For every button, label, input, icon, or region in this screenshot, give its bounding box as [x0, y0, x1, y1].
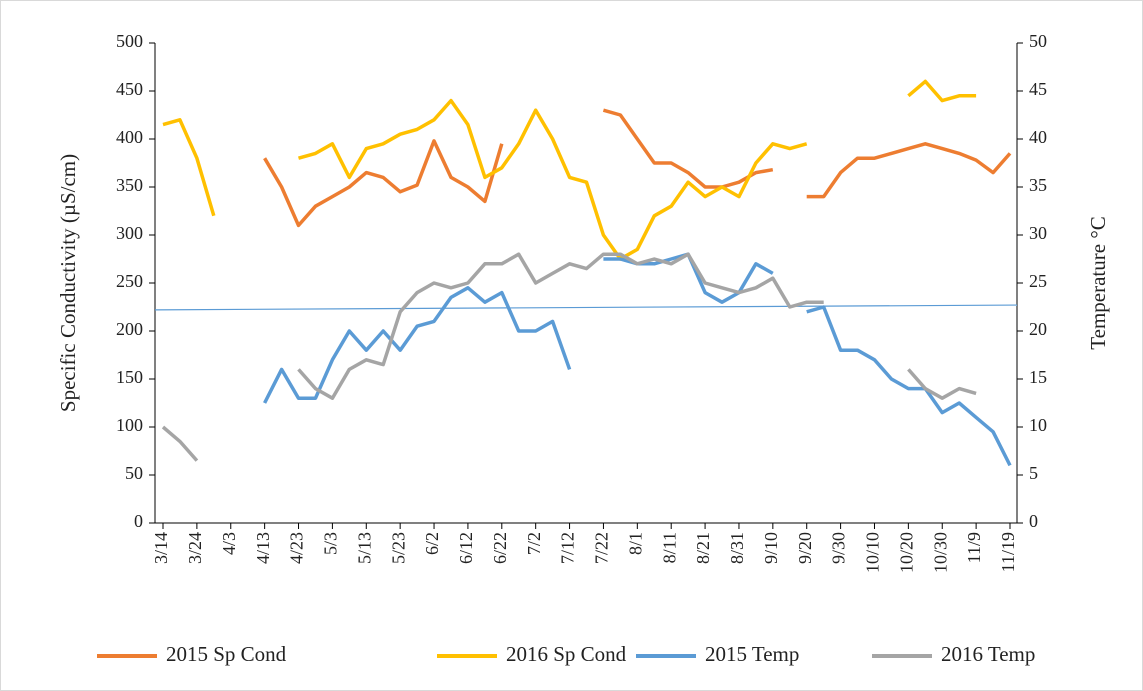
- legend-label: 2016 Temp: [941, 642, 1035, 666]
- y-tick-label: 100: [116, 415, 143, 435]
- y2-tick-label: 20: [1029, 319, 1047, 339]
- y-tick-label: 450: [116, 79, 143, 99]
- y2-tick-label: 50: [1029, 31, 1047, 51]
- y2-tick-label: 45: [1029, 79, 1047, 99]
- x-tick-label: 3/14: [151, 532, 171, 564]
- x-tick-label: 4/23: [287, 532, 307, 564]
- y-tick-label: 400: [116, 127, 143, 147]
- x-tick-label: 10/10: [863, 532, 883, 573]
- reference-line: [154, 304, 1018, 311]
- y-tick-label: 300: [116, 223, 143, 243]
- x-tick-label: 6/2: [422, 532, 442, 555]
- x-tick-label: 6/22: [490, 532, 510, 564]
- x-tick-label: 9/20: [795, 532, 815, 564]
- series-line: [161, 252, 977, 462]
- x-tick-label: 8/31: [727, 532, 747, 564]
- series-line: [162, 79, 977, 261]
- x-tick-label: 9/10: [761, 532, 781, 564]
- legend-label: 2015 Sp Cond: [166, 642, 287, 666]
- x-tick-label: 8/1: [625, 532, 645, 555]
- y-tick-label: 150: [116, 367, 143, 387]
- x-tick-label: 5/13: [354, 532, 374, 564]
- x-tick-label: 8/11: [659, 532, 679, 563]
- x-tick-label: 8/21: [693, 532, 713, 564]
- x-tick-label: 5/3: [321, 532, 341, 555]
- x-tick-label: 6/12: [456, 532, 476, 564]
- x-tick-label: 11/9: [964, 532, 984, 563]
- x-tick-label: 7/2: [524, 532, 544, 555]
- y-tick-label: 250: [116, 271, 143, 291]
- x-tick-label: 7/12: [558, 532, 578, 564]
- y-tick-label: 200: [116, 319, 143, 339]
- x-tick-label: 10/30: [930, 532, 950, 573]
- x-tick-label: 7/22: [592, 532, 612, 564]
- y-tick-label: 500: [116, 31, 143, 51]
- y2-tick-label: 40: [1029, 127, 1047, 147]
- x-tick-label: 11/19: [998, 532, 1018, 572]
- y2-tick-label: 35: [1029, 175, 1047, 195]
- y2-tick-label: 15: [1029, 367, 1047, 387]
- legend-label: 2015 Temp: [705, 642, 799, 666]
- y2-tick-label: 10: [1029, 415, 1047, 435]
- y-tick-label: 50: [125, 463, 143, 483]
- series-line: [263, 108, 1012, 228]
- y2-axis-title: Temperature °C: [1086, 216, 1110, 349]
- x-tick-label: 9/30: [829, 532, 849, 564]
- x-tick-label: 10/20: [896, 532, 916, 573]
- x-tick-label: 3/24: [185, 532, 205, 564]
- x-tick-label: 4/13: [253, 532, 273, 564]
- y-tick-label: 350: [116, 175, 143, 195]
- y2-tick-label: 25: [1029, 271, 1047, 291]
- y2-tick-label: 30: [1029, 223, 1047, 243]
- legend-label: 2016 Sp Cond: [506, 642, 627, 666]
- y-tick-label: 0: [134, 511, 143, 531]
- y2-tick-label: 5: [1029, 463, 1038, 483]
- y-axis-title: Specific Conductivity (µS/cm): [56, 154, 80, 412]
- x-tick-label: 4/3: [219, 532, 239, 555]
- y2-tick-label: 0: [1029, 511, 1038, 531]
- x-tick-label: 5/23: [388, 532, 408, 564]
